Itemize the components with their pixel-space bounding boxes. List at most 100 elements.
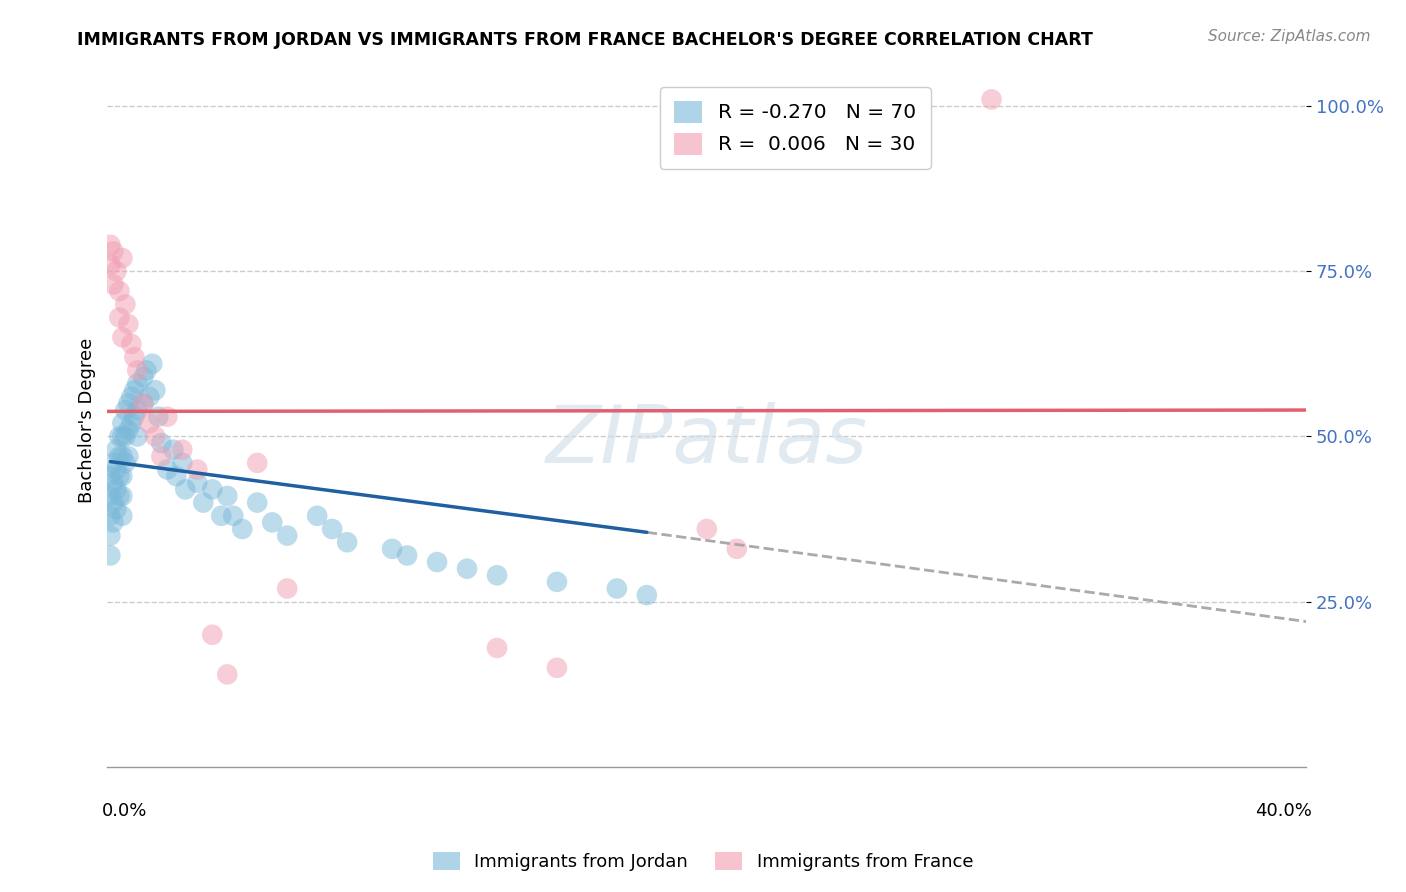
Point <box>100 237 122 252</box>
Point <box>111 429 134 443</box>
Point <box>100 258 122 272</box>
Point <box>150 436 173 450</box>
Point <box>132 396 155 410</box>
Point <box>111 417 134 431</box>
Point <box>143 429 166 443</box>
Point <box>111 251 134 265</box>
Point <box>172 456 194 470</box>
Text: 0.0%: 0.0% <box>101 802 146 820</box>
Point <box>114 429 136 443</box>
Point <box>111 489 134 503</box>
Point <box>108 450 131 464</box>
Point <box>127 429 149 443</box>
Point <box>485 640 508 655</box>
Point <box>103 277 125 292</box>
Point <box>217 667 239 681</box>
Point <box>186 475 208 490</box>
Point <box>307 508 329 523</box>
Point <box>201 628 224 642</box>
Point <box>426 555 449 569</box>
Point <box>111 469 134 483</box>
Point <box>209 508 232 523</box>
Point <box>103 516 125 530</box>
Point <box>100 489 122 503</box>
Point <box>262 516 284 530</box>
Point <box>120 337 142 351</box>
Point <box>546 661 568 675</box>
Point <box>396 549 419 563</box>
Text: Source: ZipAtlas.com: Source: ZipAtlas.com <box>1208 29 1371 44</box>
Point <box>124 409 146 424</box>
Point <box>108 489 131 503</box>
Point <box>246 495 269 509</box>
Point <box>100 469 122 483</box>
Point <box>201 483 224 497</box>
Point <box>186 462 208 476</box>
Point <box>138 390 160 404</box>
Point <box>103 244 125 259</box>
Point <box>132 396 155 410</box>
Point <box>124 350 146 364</box>
Point <box>111 508 134 523</box>
Text: 40.0%: 40.0% <box>1256 802 1312 820</box>
Point <box>148 409 170 424</box>
Point <box>165 469 187 483</box>
Point <box>127 403 149 417</box>
Legend: R = -0.270   N = 70, R =  0.006   N = 30: R = -0.270 N = 70, R = 0.006 N = 30 <box>659 87 931 169</box>
Point <box>117 317 139 331</box>
Point <box>117 423 139 437</box>
Point <box>120 417 142 431</box>
Point <box>546 574 568 589</box>
Point <box>117 450 139 464</box>
Text: IMMIGRANTS FROM JORDAN VS IMMIGRANTS FROM FRANCE BACHELOR'S DEGREE CORRELATION C: IMMIGRANTS FROM JORDAN VS IMMIGRANTS FRO… <box>77 31 1094 49</box>
Point <box>162 442 184 457</box>
Point <box>105 483 128 497</box>
Point <box>231 522 253 536</box>
Point <box>100 549 122 563</box>
Point <box>696 522 718 536</box>
Point <box>111 450 134 464</box>
Y-axis label: Bachelor's Degree: Bachelor's Degree <box>79 337 96 502</box>
Point <box>111 330 134 344</box>
Point <box>276 582 298 596</box>
Point <box>174 483 197 497</box>
Point <box>156 462 179 476</box>
Point <box>114 297 136 311</box>
Point <box>105 462 128 476</box>
Point <box>725 541 748 556</box>
Point <box>117 396 139 410</box>
Point <box>127 376 149 391</box>
Point <box>114 403 136 417</box>
Point <box>636 588 658 602</box>
Point <box>217 489 239 503</box>
Point <box>105 502 128 516</box>
Point <box>485 568 508 582</box>
Point <box>143 383 166 397</box>
Point <box>246 456 269 470</box>
Point <box>105 264 128 278</box>
Point <box>100 528 122 542</box>
Point <box>114 456 136 470</box>
Legend: Immigrants from Jordan, Immigrants from France: Immigrants from Jordan, Immigrants from … <box>426 845 980 879</box>
Point <box>172 442 194 457</box>
Point <box>980 92 1002 106</box>
Point <box>150 450 173 464</box>
Point <box>108 284 131 298</box>
Point <box>321 522 343 536</box>
Point <box>135 363 157 377</box>
Point <box>105 442 128 457</box>
Point <box>124 383 146 397</box>
Point <box>103 456 125 470</box>
Point <box>132 370 155 384</box>
Point <box>606 582 628 596</box>
Point <box>120 390 142 404</box>
Point <box>193 495 215 509</box>
Point <box>103 495 125 509</box>
Point <box>103 475 125 490</box>
Point <box>156 409 179 424</box>
Point <box>222 508 245 523</box>
Point <box>108 469 131 483</box>
Point <box>141 357 163 371</box>
Point <box>108 429 131 443</box>
Point <box>108 310 131 325</box>
